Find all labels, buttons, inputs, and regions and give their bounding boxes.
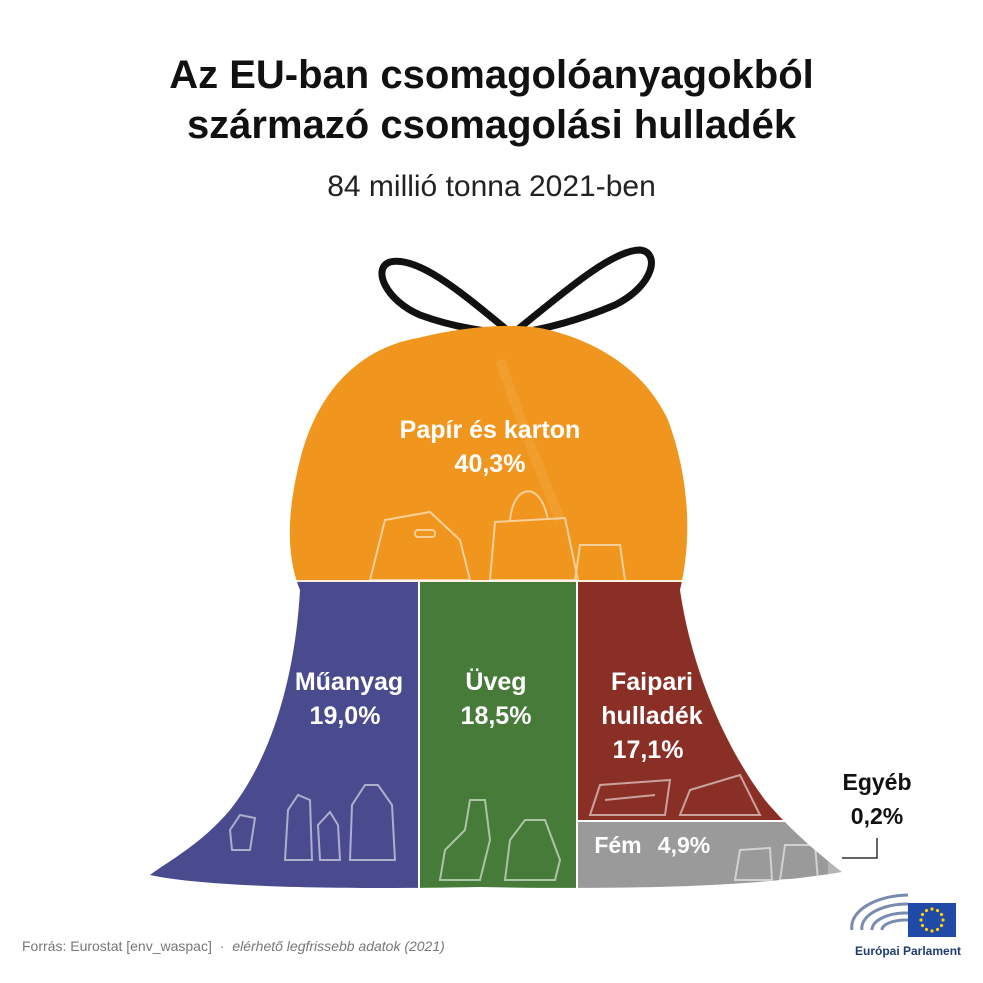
label-glass: Üveg	[465, 667, 526, 696]
eu-star	[924, 908, 929, 913]
segment-other	[828, 822, 842, 888]
data-note: elérhető legfrissebb adatok (2021)	[232, 938, 445, 954]
metal-cans-icon	[733, 844, 820, 881]
eu-star	[924, 927, 929, 932]
eu-star	[939, 912, 944, 917]
eu-star	[920, 923, 925, 928]
chart-subtitle: 84 millió tonna 2021-ben	[327, 170, 656, 203]
eu-star	[919, 918, 923, 922]
label-paper: Papír és karton	[400, 416, 581, 444]
european-parliament-icon	[850, 893, 956, 937]
plastic-bottles-icon	[228, 784, 397, 861]
eu-star	[935, 908, 940, 913]
eu-star	[939, 923, 944, 928]
label-other: Egyéb	[842, 769, 911, 795]
segment-metal	[578, 822, 828, 888]
footer-separator: ·	[219, 938, 225, 954]
eu-star	[920, 912, 925, 917]
segment-plastic	[150, 582, 418, 888]
label-metal: Fém	[594, 832, 641, 858]
segment-wood	[578, 582, 842, 820]
eu-star	[930, 907, 934, 911]
title-line-1: Az EU-ban csomagolóanyagokból	[169, 53, 814, 97]
footer: Forrás: Eurostat [env_waspac] · elérhető…	[22, 938, 445, 954]
other-leader-line	[842, 838, 878, 859]
eu-star	[930, 929, 934, 933]
value-paper: 40,3%	[455, 450, 526, 478]
paper-packaging-icon	[368, 490, 626, 581]
eu-star	[941, 918, 945, 922]
eu-star	[935, 927, 940, 932]
label-wood-line-1: Faipari	[611, 668, 693, 696]
value-glass: 18,5%	[461, 702, 532, 730]
logo-text: Európai Parlament	[854, 944, 962, 958]
chart-title: Az EU-ban csomagolóanyagokból származó c…	[0, 50, 983, 150]
source-text: Forrás: Eurostat [env_waspac]	[22, 938, 212, 954]
value-other: 0,2%	[851, 803, 903, 829]
wooden-crate-icon	[588, 773, 762, 816]
glass-bottles-icon	[438, 799, 562, 881]
title-line-2: származó csomagolási hulladék	[186, 103, 797, 147]
segment-glass	[420, 582, 576, 888]
bag-tie-icon	[378, 246, 655, 338]
label-plastic: Műanyag	[295, 668, 403, 696]
value-wood: 17,1%	[613, 736, 684, 764]
value-metal: 4,9%	[658, 832, 710, 858]
label-wood-line-2: hulladék	[601, 702, 703, 730]
value-plastic: 19,0%	[310, 702, 381, 730]
